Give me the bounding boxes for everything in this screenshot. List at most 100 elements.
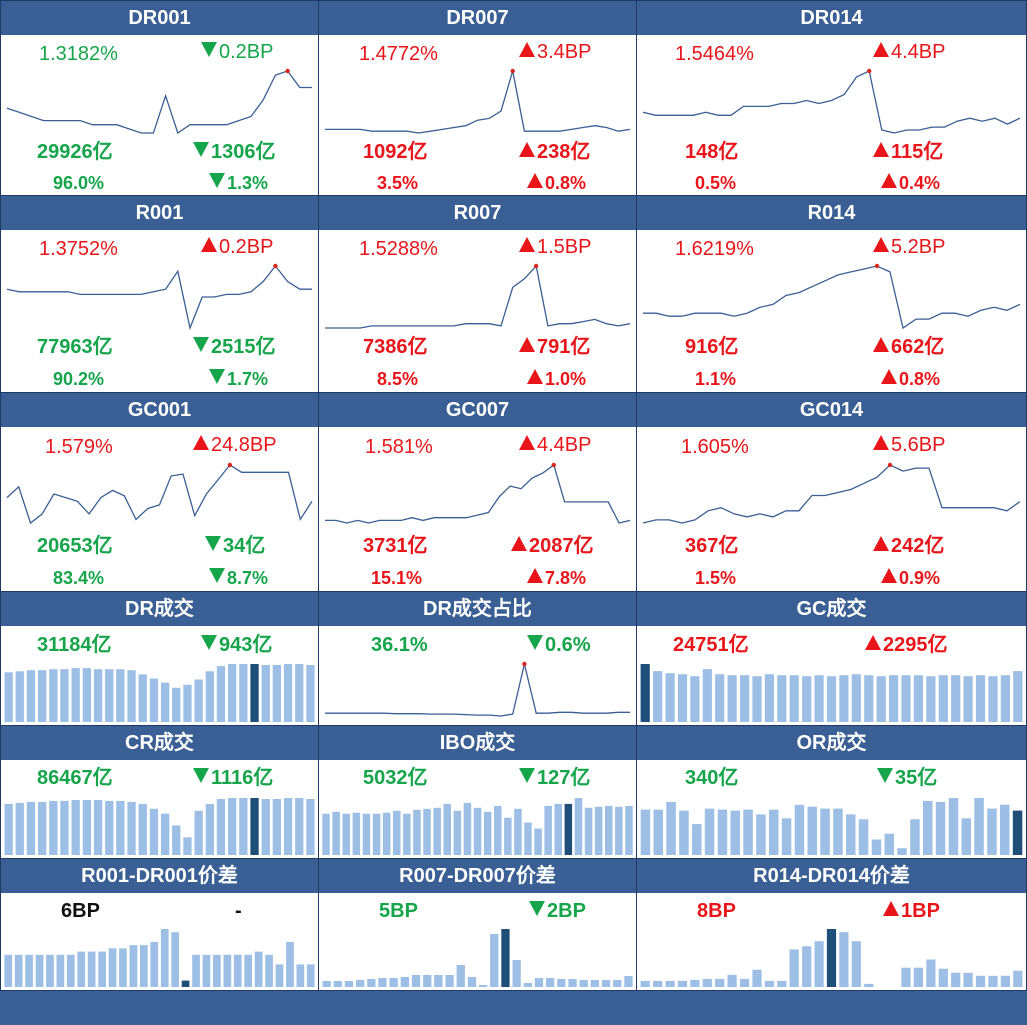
bar bbox=[205, 803, 214, 855]
bar bbox=[820, 808, 830, 855]
triangle-down-icon bbox=[193, 337, 209, 352]
bar bbox=[858, 819, 869, 855]
bar bbox=[445, 975, 454, 987]
bar bbox=[322, 981, 331, 987]
panel-or-volume: OR成交 340亿 35亿 bbox=[636, 725, 1027, 859]
bar bbox=[490, 934, 499, 987]
bar bbox=[306, 799, 315, 855]
primary-value: 36.1% bbox=[371, 634, 428, 656]
bar bbox=[740, 675, 750, 722]
bar bbox=[951, 675, 961, 722]
bar bbox=[332, 811, 340, 855]
rate-value: 1.4772% bbox=[359, 43, 438, 65]
bar bbox=[590, 980, 599, 987]
bar bbox=[546, 978, 555, 987]
bar bbox=[250, 798, 259, 855]
bar bbox=[640, 664, 650, 722]
bar bbox=[523, 983, 532, 987]
bar bbox=[534, 978, 544, 987]
bar bbox=[295, 798, 304, 855]
panel-gc-volume: GC成交 24751亿 2295亿 bbox=[636, 591, 1027, 726]
bar bbox=[467, 977, 477, 987]
primary-value: 340亿 bbox=[685, 767, 739, 789]
bar bbox=[534, 828, 542, 855]
series-line bbox=[325, 663, 630, 717]
bar bbox=[127, 670, 136, 722]
rate-change: 3.4BP bbox=[519, 41, 591, 63]
change-value: 943亿 bbox=[201, 634, 272, 656]
rate-change: 0.2BP bbox=[201, 236, 273, 258]
share-value: 83.4% bbox=[53, 568, 105, 588]
series-line bbox=[642, 70, 1021, 134]
bar bbox=[987, 808, 997, 855]
panel-title: R001 bbox=[1, 196, 318, 230]
panel-title: GC001 bbox=[1, 393, 318, 427]
share-value: 8.5% bbox=[377, 369, 419, 389]
triangle-up-icon bbox=[527, 369, 543, 384]
bar bbox=[690, 979, 700, 987]
panel-ibo-volume: IBO成交 5032亿 127亿 bbox=[318, 725, 637, 859]
bar bbox=[223, 954, 232, 987]
bar bbox=[342, 813, 350, 855]
bar bbox=[988, 676, 998, 722]
volume-change: 2515亿 bbox=[193, 336, 276, 358]
bar bbox=[140, 945, 148, 987]
panel-title: OR成交 bbox=[637, 726, 1026, 760]
bar bbox=[1000, 675, 1010, 722]
bar bbox=[794, 804, 805, 855]
bar bbox=[205, 671, 214, 722]
volume-bar-chart bbox=[322, 798, 633, 855]
share-change: 1.0% bbox=[527, 368, 586, 390]
panel-title: R001-DR001价差 bbox=[1, 859, 318, 893]
bar bbox=[802, 676, 812, 722]
volume-value: 367亿 bbox=[685, 535, 739, 557]
bar bbox=[356, 980, 365, 987]
bar bbox=[261, 799, 270, 855]
panel-title: GC014 bbox=[637, 393, 1026, 427]
bar bbox=[161, 813, 170, 855]
volume-bar-chart bbox=[4, 664, 315, 722]
rate-line-chart bbox=[325, 462, 631, 524]
bar bbox=[963, 676, 973, 722]
share-value: 1.1% bbox=[695, 369, 737, 389]
highlight-point bbox=[522, 661, 527, 667]
bar bbox=[777, 675, 787, 722]
change-value: 0.6% bbox=[527, 634, 591, 656]
series-line bbox=[642, 464, 1021, 524]
bar bbox=[544, 805, 552, 855]
triangle-down-icon bbox=[201, 42, 217, 57]
bar bbox=[473, 807, 482, 855]
bar bbox=[149, 808, 159, 855]
primary-value: 31184亿 bbox=[37, 634, 112, 656]
bar bbox=[789, 675, 799, 722]
bar bbox=[60, 669, 69, 722]
bar bbox=[679, 810, 689, 855]
bar bbox=[743, 809, 753, 855]
bar bbox=[463, 802, 472, 855]
bar bbox=[752, 676, 762, 722]
share-change: 0.8% bbox=[527, 172, 586, 194]
rate-line-chart bbox=[6, 462, 313, 525]
bar bbox=[677, 674, 688, 722]
bar bbox=[149, 678, 159, 722]
panel-r001: R001 1.3752% 0.2BP 77963亿 2515亿 90.2% 1.… bbox=[0, 195, 319, 393]
bar bbox=[172, 687, 181, 722]
panel-title: DR成交占比 bbox=[319, 592, 636, 626]
rate-value: 1.3752% bbox=[39, 238, 118, 260]
bar bbox=[846, 814, 856, 855]
spread-change: - bbox=[235, 900, 242, 922]
rate-line-chart bbox=[642, 68, 1021, 134]
volume-value: 1092亿 bbox=[363, 141, 428, 163]
bar bbox=[624, 976, 633, 987]
bar bbox=[871, 839, 882, 855]
bar bbox=[494, 805, 502, 855]
triangle-up-icon bbox=[519, 142, 535, 157]
bar bbox=[286, 941, 294, 987]
panel-gc007: GC007 1.581% 4.4BP 3731亿 2087亿 15.1% 7.8… bbox=[318, 392, 637, 592]
bar bbox=[296, 964, 305, 987]
rate-line-chart bbox=[325, 263, 631, 329]
triangle-down-icon bbox=[209, 173, 225, 188]
footer-bar bbox=[0, 990, 1027, 1025]
bar bbox=[479, 985, 488, 987]
bar bbox=[261, 665, 270, 722]
